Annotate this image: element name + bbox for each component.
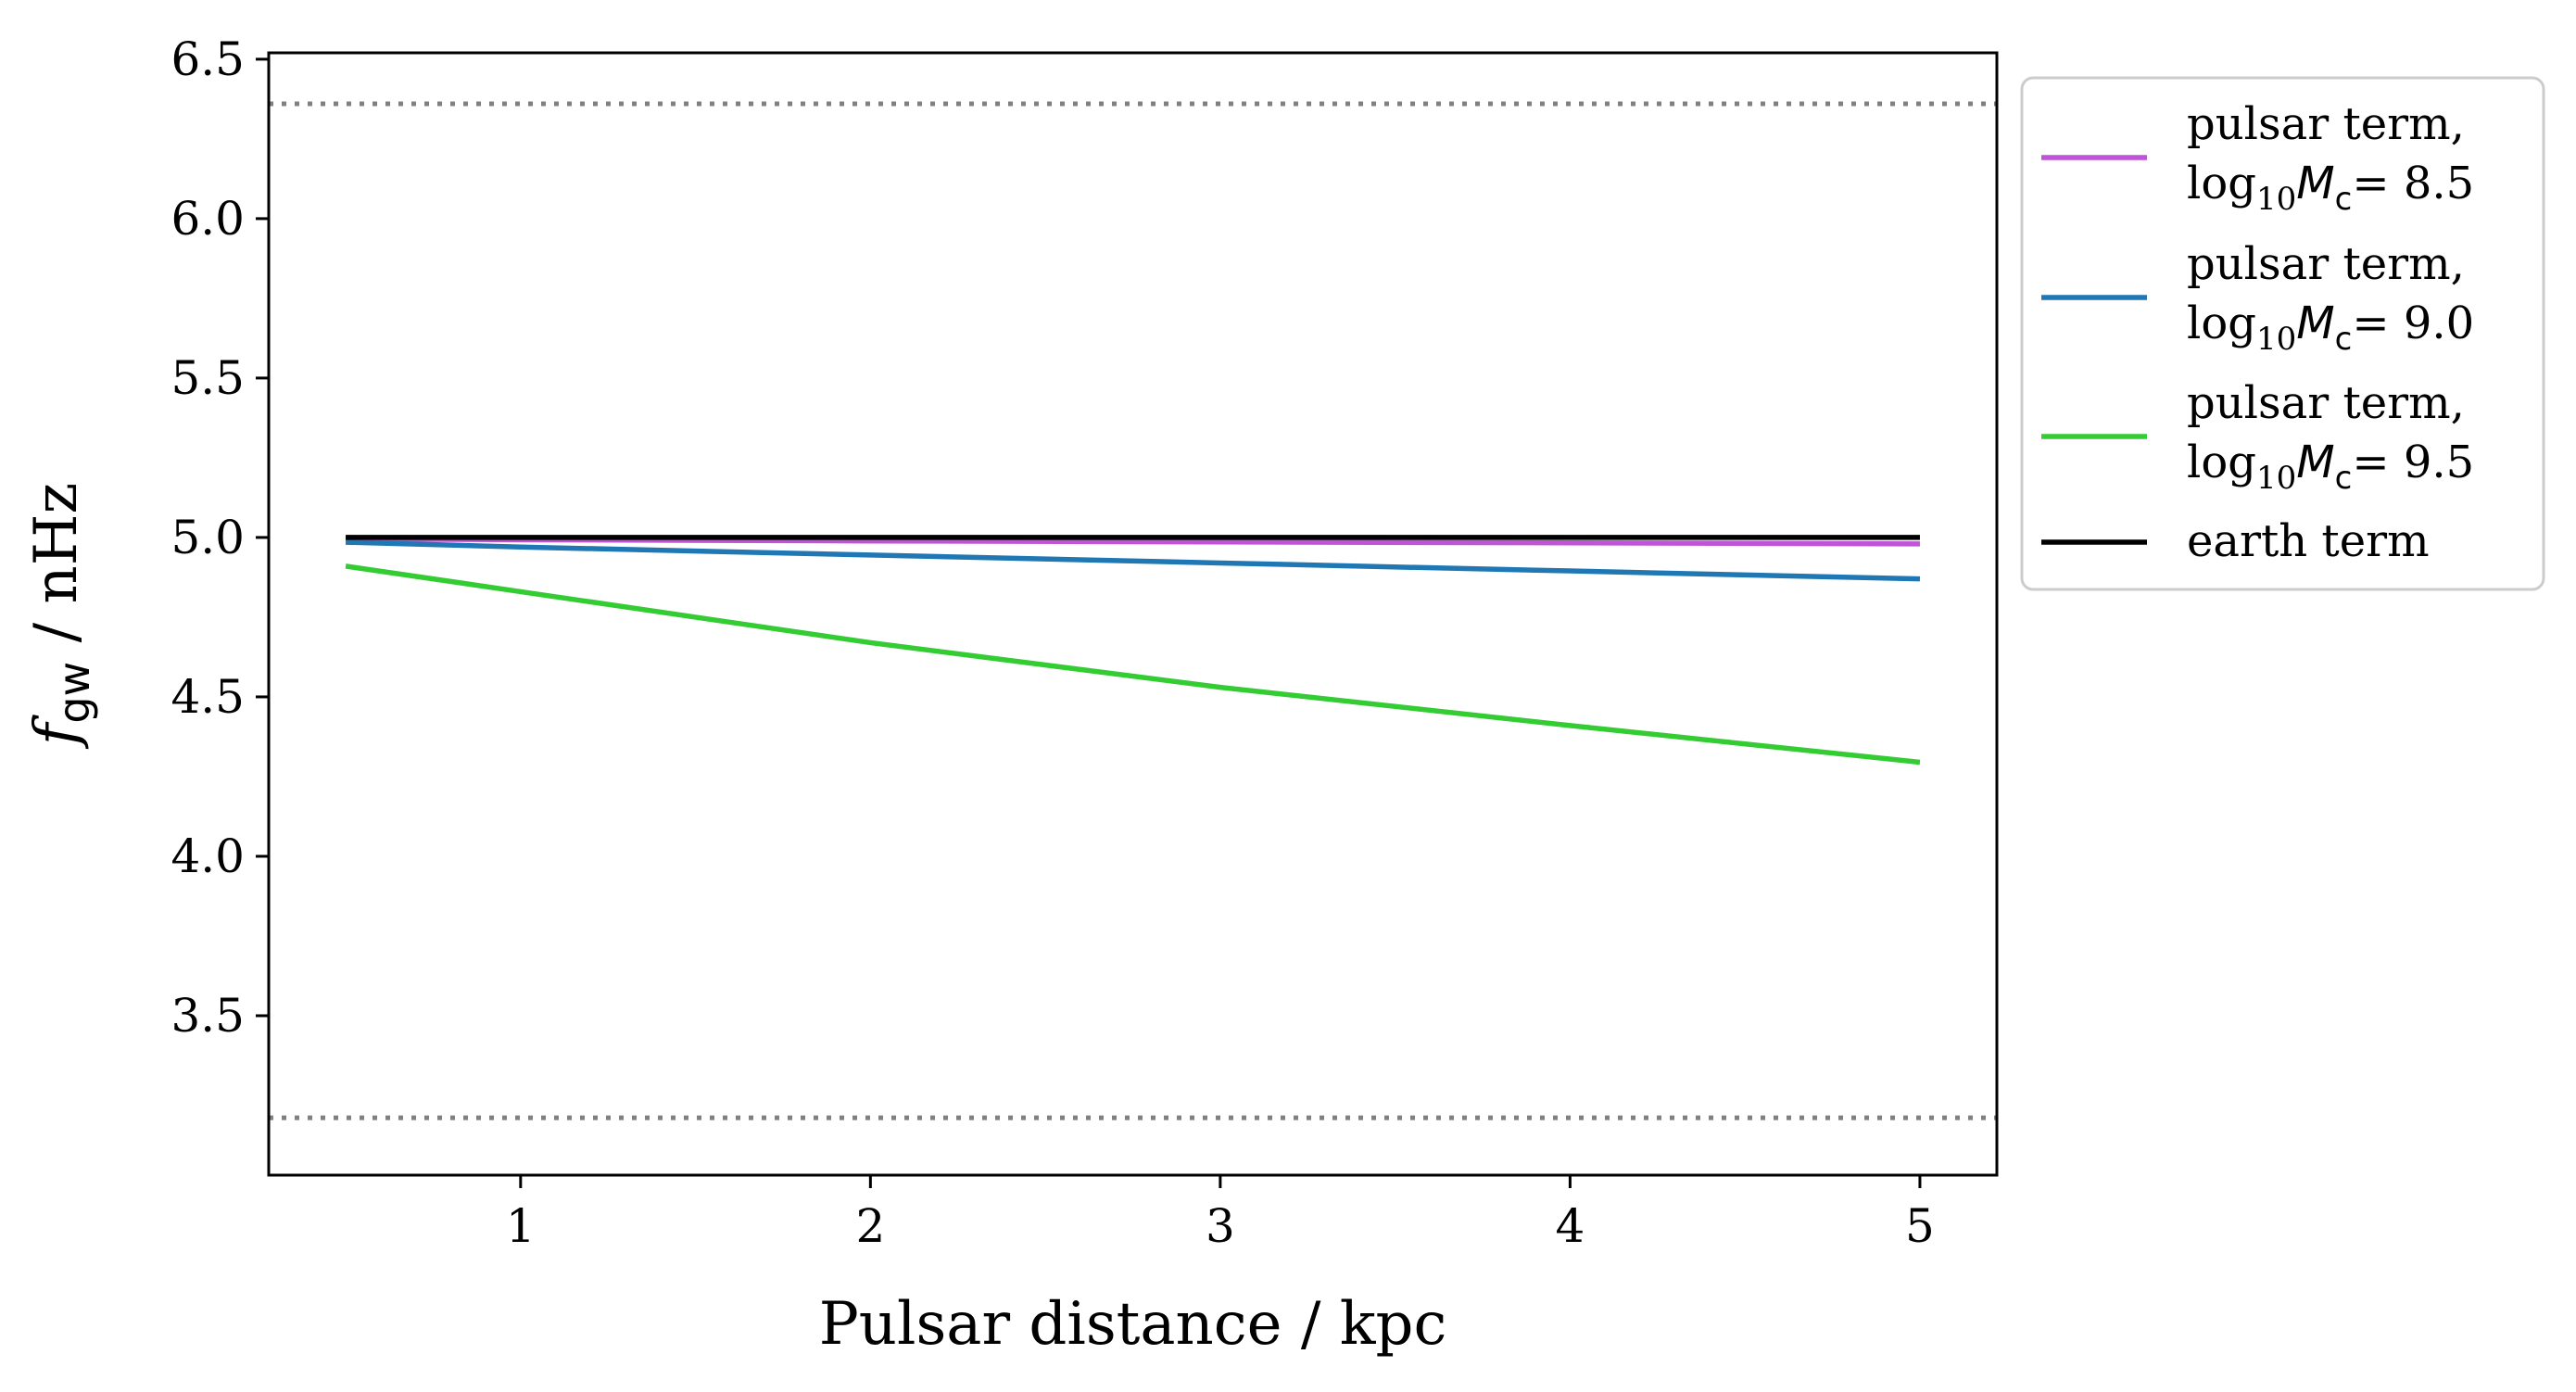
y-axis-title: fgw / nHz bbox=[22, 483, 99, 750]
series-lines bbox=[345, 535, 1921, 766]
x-tick-label: 3 bbox=[1206, 1199, 1235, 1253]
legend-frame bbox=[2020, 76, 2545, 591]
y-axis: 3.5 4.0 4.5 5.0 5.5 6.0 6.5 bbox=[170, 32, 269, 1043]
legend-label: pulsar term, bbox=[2187, 238, 2465, 290]
legend-label: earth term bbox=[2187, 515, 2430, 567]
legend-label: log10Mc= 9.5 bbox=[2187, 437, 2474, 497]
legend-label: pulsar term, bbox=[2187, 98, 2465, 150]
x-tick-label: 4 bbox=[1556, 1199, 1585, 1253]
legend: pulsar term, log10Mc= 8.5 pulsar term, log1… bbox=[2020, 76, 2545, 591]
legend-entry-1: pulsar term, log10Mc= 9.0 bbox=[2041, 238, 2474, 358]
y-tick-label: 6.5 bbox=[170, 32, 245, 86]
legend-label: pulsar term, bbox=[2187, 377, 2465, 429]
y-tick-label: 3.5 bbox=[170, 989, 245, 1043]
x-tick-label: 1 bbox=[506, 1199, 536, 1253]
y-tick-label: 4.0 bbox=[170, 829, 245, 883]
series-line-2 bbox=[345, 563, 1921, 766]
y-tick-label: 6.0 bbox=[170, 192, 245, 246]
reference-lines bbox=[269, 101, 1997, 1120]
y-tick-label: 5.5 bbox=[170, 351, 245, 405]
x-tick-label: 2 bbox=[855, 1199, 885, 1253]
plot-frame bbox=[267, 51, 1999, 1177]
series-line-1 bbox=[345, 539, 1921, 582]
y-tick-label: 4.5 bbox=[170, 670, 245, 724]
x-tick-label: 5 bbox=[1905, 1199, 1935, 1253]
legend-label: log10Mc= 9.0 bbox=[2187, 297, 2474, 358]
x-axis: 1 2 3 4 5 bbox=[506, 1175, 1935, 1253]
legend-entry-3: earth term bbox=[2041, 515, 2430, 567]
legend-label: log10Mc= 8.5 bbox=[2187, 158, 2474, 218]
legend-entry-2: pulsar term, log10Mc= 9.5 bbox=[2041, 377, 2474, 497]
x-axis-title: Pulsar distance / kpc bbox=[819, 1290, 1447, 1359]
legend-entry-0: pulsar term, log10Mc= 8.5 bbox=[2041, 98, 2474, 218]
y-tick-label: 5.0 bbox=[170, 511, 245, 564]
